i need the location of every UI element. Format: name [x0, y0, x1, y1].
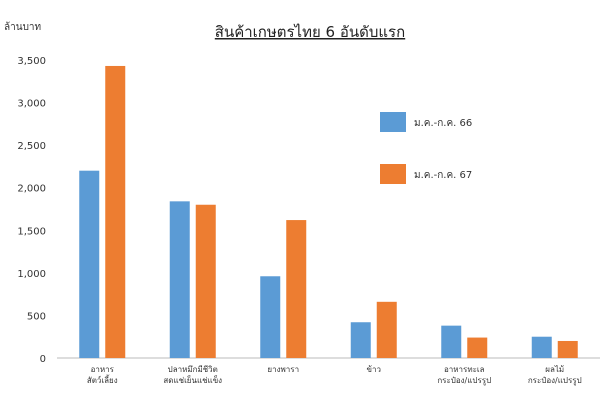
bars	[79, 65, 578, 359]
legend-swatch	[380, 112, 406, 132]
category-label: สัตว์เลี้ยง	[87, 374, 118, 385]
category-label: กระป๋อง/แปรรูป	[528, 376, 582, 386]
legend-label: ม.ค.-ก.ค. 66	[414, 118, 472, 129]
category-label: ยางพารา	[267, 365, 299, 374]
category-label: สดแช่เย็นแช่แข็ง	[163, 375, 222, 385]
category-label: ปลาหมึกมีชีวิต	[168, 365, 218, 374]
y-tick-label: 1,500	[17, 226, 46, 237]
bar	[557, 340, 578, 358]
y-tick-label: 3,500	[17, 56, 46, 67]
bar	[195, 204, 216, 358]
legend-swatch	[380, 164, 406, 184]
bar	[105, 65, 126, 359]
bar	[531, 336, 552, 358]
category-label: อาหาร	[91, 365, 115, 374]
y-tick-label: 0	[40, 354, 46, 365]
category-label: ผลไม้	[545, 365, 564, 374]
legend-label: ม.ค.-ก.ค. 67	[414, 170, 472, 181]
category-label: กระป๋อง/แปรรูป	[437, 376, 491, 386]
bar	[169, 201, 190, 358]
chart-title: สินค้าเกษตรไทย 6 อันดับแรก	[215, 23, 405, 41]
y-axis-ticks: 0 500 1,000 1,500 2,000 2,500 3,000 3,500	[17, 56, 46, 365]
category-label: อาหารทะเล	[444, 365, 485, 374]
y-tick-label: 2,000	[17, 184, 46, 195]
bar	[376, 301, 397, 358]
y-axis-unit-label: ล้านบาท	[4, 21, 41, 33]
bar	[467, 337, 488, 358]
y-tick-label: 500	[27, 311, 46, 322]
bar	[260, 276, 281, 358]
category-label: ข้าว	[367, 365, 381, 374]
y-tick-label: 1,000	[17, 269, 46, 280]
bar	[441, 325, 462, 358]
y-tick-label: 3,000	[17, 99, 46, 110]
bar	[286, 220, 307, 358]
bar	[350, 322, 371, 358]
legend: ม.ค.-ก.ค. 66 ม.ค.-ก.ค. 67	[380, 112, 472, 184]
bar	[79, 170, 100, 358]
y-tick-label: 2,500	[17, 141, 46, 152]
